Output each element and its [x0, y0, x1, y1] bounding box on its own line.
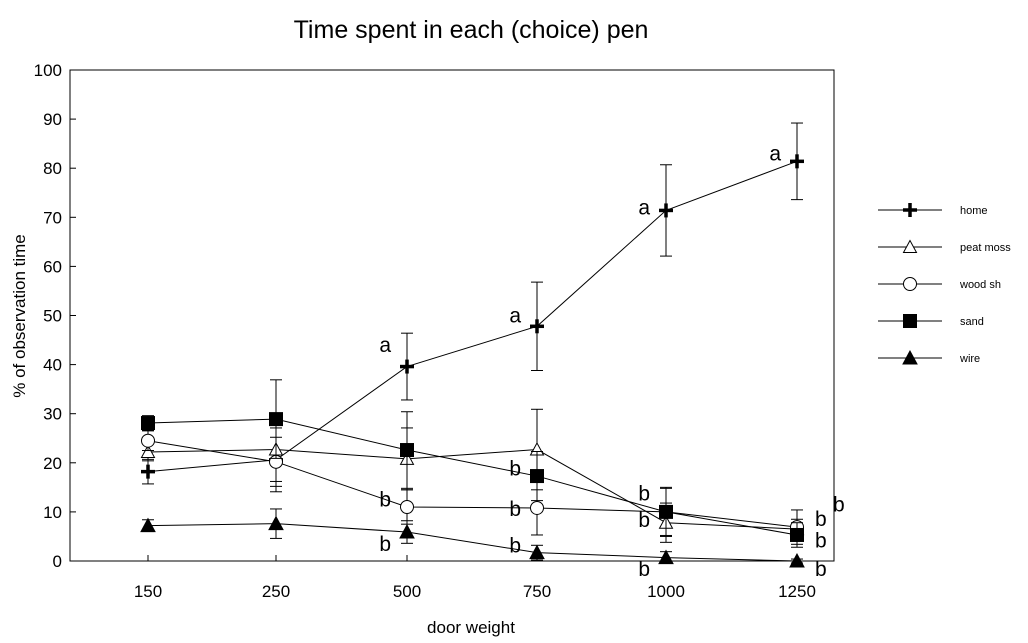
legend-label: sand [960, 316, 984, 328]
data-point [530, 469, 544, 484]
data-point [400, 359, 414, 374]
legend-marker [903, 314, 917, 328]
data-point [399, 523, 415, 539]
legend-marker [903, 277, 917, 291]
y-tick-label: 80 [43, 159, 62, 178]
data-point [141, 416, 155, 431]
annotation-label: b [509, 534, 521, 557]
data-point [659, 203, 673, 218]
y-tick-label: 0 [53, 552, 62, 571]
annotation-label: b [833, 494, 845, 517]
legend-label: wood sh [959, 279, 1001, 291]
series-sand [141, 379, 804, 548]
series-line-home [147, 160, 798, 473]
y-tick-label: 30 [43, 405, 62, 424]
annotation-label: b [815, 529, 827, 552]
x-tick-label: 1250 [778, 582, 816, 601]
legend-label: wire [959, 353, 980, 365]
y-tick-label: 100 [34, 61, 62, 80]
legend-item: wood sh [878, 277, 1001, 291]
y-tick-label: 90 [43, 110, 62, 129]
data-point [140, 517, 156, 533]
x-tick-label: 250 [262, 582, 290, 601]
data-point [141, 464, 155, 479]
data-point [140, 444, 156, 458]
x-tick-label: 750 [523, 582, 551, 601]
annotation-label: b [815, 558, 827, 581]
annotation-label: b [509, 498, 521, 521]
legend: home peat moss wood sh sand wire [878, 203, 1011, 365]
data-point [790, 527, 804, 542]
annotation-label: b [379, 533, 391, 556]
legend-item: sand [878, 314, 984, 328]
data-point [141, 433, 155, 448]
data-point [790, 154, 804, 169]
series-wire [140, 508, 805, 568]
series-peat-moss [140, 408, 805, 543]
legend-item: wire [878, 349, 980, 365]
y-tick-label: 40 [43, 356, 62, 375]
annotation-label: a [638, 196, 650, 219]
annotation-label: a [509, 305, 521, 328]
data-point [268, 515, 284, 531]
series-wood-sh [141, 430, 804, 545]
series-line-sand [147, 418, 798, 536]
plot-frame [69, 69, 835, 562]
y-tick-label: 50 [43, 307, 62, 326]
data-point [269, 412, 283, 427]
legend-marker [903, 203, 917, 217]
chart-title: Time spent in each (choice) pen [294, 16, 649, 44]
series-line-wood-sh [147, 440, 798, 528]
annotation-label: b [638, 483, 650, 506]
data-point [400, 499, 414, 514]
annotation-label: b [815, 508, 827, 531]
legend-label: home [960, 205, 988, 217]
y-tick-label: 70 [43, 208, 62, 227]
series-layer [140, 122, 805, 568]
y-tick-label: 20 [43, 454, 62, 473]
annotation-label: b [379, 489, 391, 512]
annotation-label: b [638, 509, 650, 532]
x-tick-label: 1000 [647, 582, 685, 601]
legend-label: peat moss [960, 242, 1011, 254]
y-tick-label: 60 [43, 257, 62, 276]
data-point [529, 544, 545, 560]
y-axis-label: % of observation time [10, 234, 29, 397]
data-point [789, 552, 805, 568]
legend-item: home [878, 203, 988, 217]
annotation-label: b [638, 558, 650, 581]
x-tick-label: 500 [393, 582, 421, 601]
series-line-wire [147, 523, 798, 562]
x-axis: 150 250 500 750 1000 1250 [134, 555, 816, 601]
y-axis: 0 10 20 30 40 50 60 70 80 90 100 [34, 61, 76, 571]
series-line-peat-moss [147, 449, 798, 530]
legend-item: peat moss [878, 239, 1011, 254]
x-axis-label: door weight [427, 618, 515, 637]
data-point [530, 319, 544, 334]
series-home [141, 122, 804, 493]
legend-marker [902, 349, 918, 365]
annotation-label: b [509, 458, 521, 481]
annotation-label: a [379, 334, 391, 357]
data-point [659, 504, 673, 519]
data-point [530, 500, 544, 515]
data-point [400, 443, 414, 458]
data-point [658, 549, 674, 565]
y-tick-label: 10 [43, 503, 62, 522]
annotation-label: a [769, 142, 781, 165]
legend-marker [902, 239, 918, 253]
x-tick-label: 150 [134, 582, 162, 601]
